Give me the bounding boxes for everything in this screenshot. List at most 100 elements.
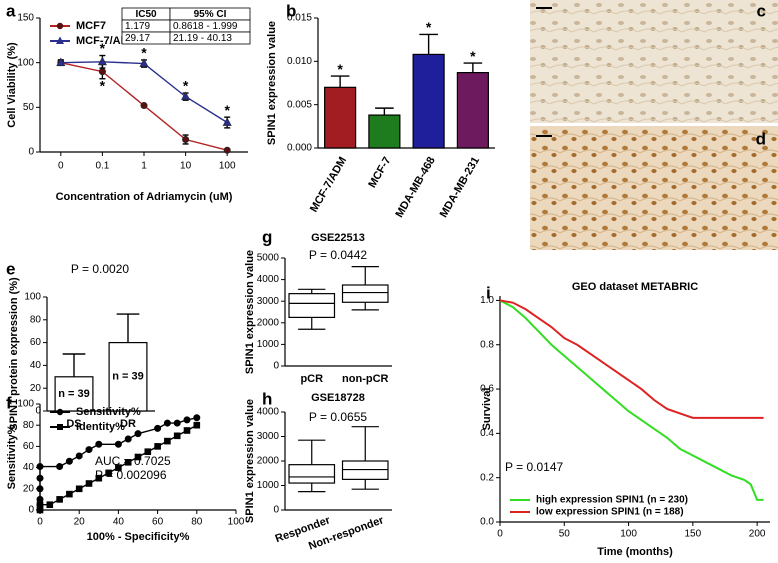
box xyxy=(341,460,389,480)
significance: * xyxy=(426,19,432,35)
legend-label: low expression SPIN1 (n = 188) xyxy=(536,507,684,518)
data-point xyxy=(36,501,44,509)
x-tick-label: DS xyxy=(66,418,81,430)
x-tick-label: pCR xyxy=(300,373,323,385)
y-axis-label: SPIN1 expression value xyxy=(244,250,256,374)
y-tick-label: 5000 xyxy=(257,253,280,264)
chart-title: GEO dataset METABRIC xyxy=(572,281,698,293)
data-point xyxy=(36,463,44,471)
y-tick-label: 20 xyxy=(23,483,35,494)
data-point xyxy=(173,432,181,440)
panel-letter: i xyxy=(486,283,491,302)
data-point xyxy=(183,427,191,434)
x-tick-label: 0 xyxy=(37,517,43,528)
y-tick-label: 0 xyxy=(273,505,279,516)
y-axis-label: SPIN1 protein expression (%) xyxy=(8,277,20,431)
y-tick-label: 0 xyxy=(28,147,34,158)
y-tick-label: 100 xyxy=(17,57,34,68)
data-point xyxy=(134,430,142,438)
y-tick-label: 2000 xyxy=(257,456,280,467)
panel-letter: c xyxy=(757,1,766,20)
series-line xyxy=(60,61,228,124)
annotation: P = 0.0442 xyxy=(309,248,367,262)
bar xyxy=(368,114,401,149)
data-point xyxy=(163,419,171,427)
x-axis-label: Time (months) xyxy=(597,546,673,558)
x-tick-label: MDA-MB-231 xyxy=(438,155,482,220)
data-point xyxy=(56,57,66,66)
annotation: P = 0.002096 xyxy=(95,468,167,482)
series-line xyxy=(499,299,764,501)
panel-letter: g xyxy=(262,227,272,246)
x-tick-label: 100 xyxy=(219,161,236,172)
data-point xyxy=(154,443,161,450)
legend-label: Sensitivity% xyxy=(76,406,141,418)
y-axis-label: SPIN1 expression value xyxy=(266,21,278,145)
data-point xyxy=(56,496,63,503)
data-point xyxy=(85,446,93,454)
y-tick-label: 150 xyxy=(17,13,34,24)
data-point xyxy=(154,424,162,432)
x-tick-label: 150 xyxy=(685,529,702,540)
table-text: 0.8618 - 1.999 xyxy=(173,21,238,32)
y-tick-label: 100 xyxy=(24,292,41,303)
x-tick-label: 80 xyxy=(191,517,203,528)
table-text: 1.179 xyxy=(125,21,150,32)
y-tick-label: 0.6 xyxy=(480,384,494,395)
y-tick-label: 0.005 xyxy=(287,99,312,110)
data-point xyxy=(134,453,142,461)
data-point xyxy=(75,452,83,460)
y-tick-label: 0.000 xyxy=(287,143,312,154)
significance: * xyxy=(470,48,476,64)
annotation: P = 0.0147 xyxy=(505,460,563,474)
x-tick-label: 0.1 xyxy=(95,161,109,172)
table-text: 95% CI xyxy=(194,9,227,20)
y-tick-label: 0 xyxy=(35,406,41,417)
data-point xyxy=(124,435,132,443)
box xyxy=(341,284,389,303)
data-point xyxy=(97,56,107,66)
x-axis-label: 100% - Specificity% xyxy=(87,531,190,543)
panel-letter: e xyxy=(6,259,15,278)
y-tick-label: 1000 xyxy=(257,339,280,350)
y-tick-label: 60 xyxy=(23,441,35,452)
y-tick-label: 100 xyxy=(17,399,34,410)
data-point xyxy=(36,474,44,482)
series-line xyxy=(499,299,764,419)
x-tick-label: MCF-7/ADM xyxy=(308,155,349,214)
data-point xyxy=(193,421,201,429)
y-tick-label: 80 xyxy=(30,314,42,325)
y-tick-label: 80 xyxy=(23,420,35,431)
y-tick-label: 40 xyxy=(30,360,42,371)
data-point xyxy=(95,440,103,448)
data-point xyxy=(75,485,83,493)
y-tick-label: 0.0 xyxy=(480,517,494,528)
data-point xyxy=(140,102,148,110)
box xyxy=(288,464,336,484)
x-tick-label: 50 xyxy=(559,529,571,540)
data-point xyxy=(173,419,181,427)
data-point xyxy=(66,490,73,498)
annotation: P = 0.0655 xyxy=(309,410,367,424)
box xyxy=(288,293,336,319)
data-point xyxy=(144,448,152,456)
significance: * xyxy=(141,45,147,61)
x-tick-label: MCF-7 xyxy=(366,155,393,190)
bar xyxy=(456,71,489,149)
y-tick-label: 0.8 xyxy=(480,339,494,350)
data-point xyxy=(114,440,122,448)
x-tick-label: 100 xyxy=(228,517,245,528)
y-tick-label: 3000 xyxy=(257,431,280,442)
x-tick-label: 40 xyxy=(113,517,125,528)
data-point xyxy=(183,416,191,424)
significance: * xyxy=(224,102,230,118)
ihc-image xyxy=(530,0,778,123)
legend-label: MCF7 xyxy=(76,20,106,32)
y-tick-label: 0 xyxy=(28,505,34,516)
data-point xyxy=(95,474,103,482)
legend-marker xyxy=(57,424,63,430)
data-point xyxy=(98,68,106,76)
y-tick-label: 20 xyxy=(30,383,42,394)
